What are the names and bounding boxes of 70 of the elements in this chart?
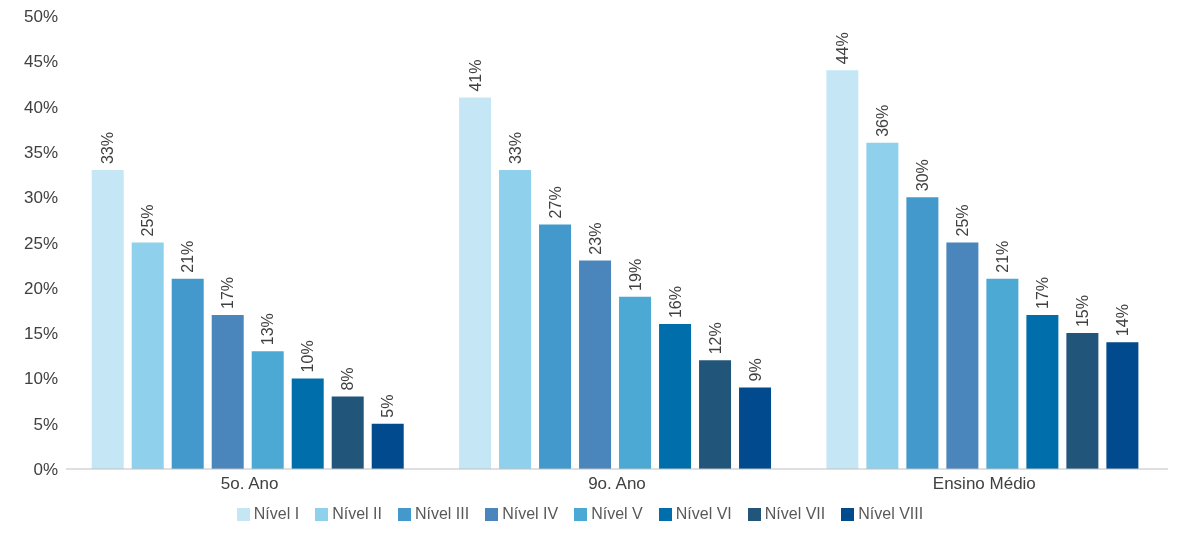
bar: [739, 387, 772, 469]
bar: [331, 396, 364, 469]
data-label: 23%: [586, 222, 604, 255]
data-label: 30%: [913, 159, 931, 192]
legend-label: Nível VI: [675, 505, 732, 522]
bar: [659, 324, 692, 469]
bar: [371, 423, 404, 469]
data-label: 19%: [626, 258, 644, 291]
bar: [499, 170, 532, 469]
data-label: 44%: [833, 32, 851, 65]
bar: [866, 142, 899, 469]
data-label: 5%: [379, 394, 397, 418]
data-label: 21%: [993, 240, 1011, 273]
data-label: 10%: [299, 340, 317, 373]
bar: [1066, 333, 1099, 469]
bar: [946, 242, 979, 469]
bar: [826, 70, 859, 469]
data-label: 41%: [466, 59, 484, 92]
legend-label: Nível V: [591, 505, 643, 522]
data-label: 21%: [179, 240, 197, 273]
y-tick-label: 10%: [23, 369, 58, 389]
data-label: 12%: [706, 322, 724, 355]
legend-label: Nível II: [332, 505, 382, 522]
bar: [986, 278, 1019, 469]
y-tick-label: 30%: [23, 188, 58, 208]
bar: [91, 170, 124, 469]
bar: [1106, 342, 1139, 469]
data-label: 27%: [546, 186, 564, 219]
legend-label: Nível IV: [502, 505, 559, 522]
data-label: 16%: [666, 286, 684, 319]
data-label: 14%: [1113, 304, 1131, 337]
bar: [291, 378, 324, 469]
bar: [131, 242, 164, 469]
bar: [459, 97, 492, 469]
data-label: 33%: [99, 131, 117, 165]
data-label: 33%: [506, 131, 524, 165]
data-label: 17%: [219, 276, 237, 309]
legend-label: Nível I: [253, 505, 300, 522]
data-label: 25%: [139, 204, 157, 237]
y-tick-label: 40%: [23, 97, 58, 117]
y-tick-label: 0%: [33, 460, 58, 480]
data-label: 17%: [1033, 276, 1051, 309]
y-tick-label: 15%: [23, 324, 58, 344]
x-tick-label: 9o. Ano: [588, 474, 646, 494]
bar: [619, 296, 652, 469]
data-label: 15%: [1073, 295, 1091, 328]
data-label: 8%: [339, 367, 357, 391]
legend-label: Nível III: [414, 505, 470, 522]
y-tick-label: 50%: [23, 7, 58, 27]
x-tick-label: 5o. Ano: [220, 474, 279, 494]
y-tick-label: 20%: [23, 278, 58, 298]
x-tick-label: Ensino Médio: [932, 474, 1036, 494]
bar: [171, 278, 204, 469]
y-tick-label: 45%: [23, 52, 58, 72]
y-tick-label: 5%: [33, 414, 58, 434]
bar: [906, 197, 939, 469]
bar: [1026, 314, 1059, 469]
data-label: 9%: [746, 358, 764, 382]
bar: [251, 351, 284, 469]
bar: [539, 224, 572, 469]
legend-label: Nível VII: [764, 505, 826, 522]
bar: [699, 360, 732, 469]
data-label: 25%: [953, 204, 971, 237]
y-tick-label: 35%: [23, 142, 58, 162]
legend-label: Nível VIII: [858, 505, 924, 522]
bar: [211, 314, 244, 469]
data-label: 36%: [873, 104, 891, 137]
bar: [579, 260, 612, 469]
y-tick-label: 25%: [23, 233, 58, 253]
data-label: 13%: [259, 313, 277, 346]
